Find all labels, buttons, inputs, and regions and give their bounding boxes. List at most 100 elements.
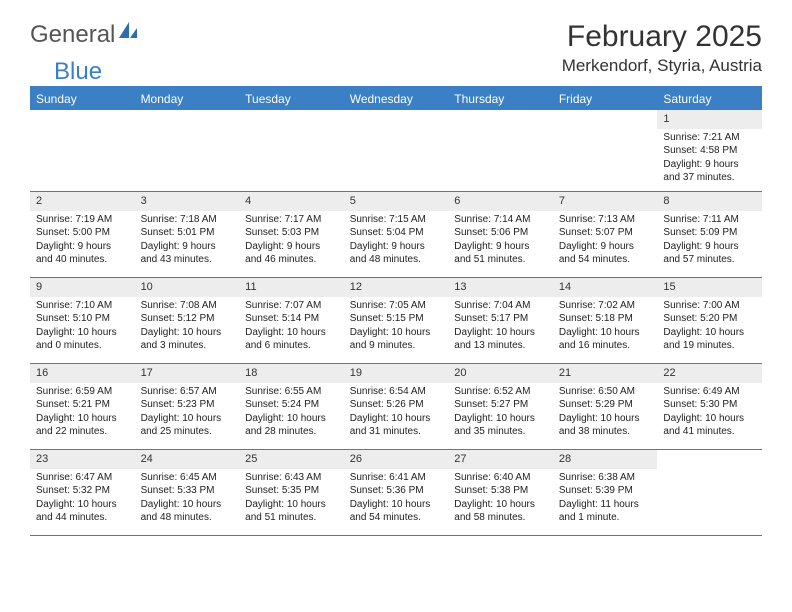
- day-details: Sunrise: 7:18 AMSunset: 5:01 PMDaylight:…: [135, 211, 240, 271]
- day-details: Sunrise: 7:04 AMSunset: 5:17 PMDaylight:…: [448, 297, 553, 357]
- day-number: 25: [239, 450, 344, 469]
- detail-line: Sunrise: 7:21 AM: [663, 131, 756, 145]
- detail-line: Sunset: 5:04 PM: [350, 226, 443, 240]
- detail-line: and 48 minutes.: [350, 253, 443, 267]
- weekday-label: Tuesday: [239, 88, 344, 110]
- calendar: Sunday Monday Tuesday Wednesday Thursday…: [30, 86, 762, 536]
- day-details: [30, 125, 135, 131]
- calendar-cell: 22Sunrise: 6:49 AMSunset: 5:30 PMDayligh…: [657, 364, 762, 450]
- day-number: [30, 110, 135, 125]
- calendar-cell: 24Sunrise: 6:45 AMSunset: 5:33 PMDayligh…: [135, 450, 240, 536]
- calendar-cell: 13Sunrise: 7:04 AMSunset: 5:17 PMDayligh…: [448, 278, 553, 364]
- day-details: Sunrise: 6:55 AMSunset: 5:24 PMDaylight:…: [239, 383, 344, 443]
- detail-line: Sunrise: 6:50 AM: [559, 385, 652, 399]
- day-details: [553, 125, 658, 131]
- day-details: Sunrise: 6:38 AMSunset: 5:39 PMDaylight:…: [553, 469, 658, 529]
- detail-line: Sunset: 5:30 PM: [663, 398, 756, 412]
- calendar-cell: 10Sunrise: 7:08 AMSunset: 5:12 PMDayligh…: [135, 278, 240, 364]
- calendar-cell: 12Sunrise: 7:05 AMSunset: 5:15 PMDayligh…: [344, 278, 449, 364]
- detail-line: Daylight: 9 hours: [141, 240, 234, 254]
- title-block: February 2025 Merkendorf, Styria, Austri…: [562, 20, 762, 76]
- detail-line: Sunrise: 7:14 AM: [454, 213, 547, 227]
- calendar-cell: 18Sunrise: 6:55 AMSunset: 5:24 PMDayligh…: [239, 364, 344, 450]
- detail-line: Daylight: 9 hours: [663, 158, 756, 172]
- day-number: 6: [448, 192, 553, 211]
- day-number: 7: [553, 192, 658, 211]
- detail-line: and 48 minutes.: [141, 511, 234, 525]
- detail-line: and 44 minutes.: [36, 511, 129, 525]
- detail-line: Sunset: 4:58 PM: [663, 144, 756, 158]
- calendar-cell: 23Sunrise: 6:47 AMSunset: 5:32 PMDayligh…: [30, 450, 135, 536]
- weekday-label: Saturday: [657, 88, 762, 110]
- day-details: Sunrise: 6:45 AMSunset: 5:33 PMDaylight:…: [135, 469, 240, 529]
- weekday-label: Friday: [553, 88, 658, 110]
- detail-line: and 6 minutes.: [245, 339, 338, 353]
- detail-line: Daylight: 9 hours: [245, 240, 338, 254]
- detail-line: Sunset: 5:07 PM: [559, 226, 652, 240]
- day-number: 11: [239, 278, 344, 297]
- detail-line: Daylight: 10 hours: [454, 498, 547, 512]
- detail-line: Sunrise: 6:47 AM: [36, 471, 129, 485]
- detail-line: Sunset: 5:24 PM: [245, 398, 338, 412]
- calendar-cell: [135, 110, 240, 192]
- detail-line: Sunrise: 7:10 AM: [36, 299, 129, 313]
- day-details: Sunrise: 7:15 AMSunset: 5:04 PMDaylight:…: [344, 211, 449, 271]
- day-details: Sunrise: 6:52 AMSunset: 5:27 PMDaylight:…: [448, 383, 553, 443]
- detail-line: and 0 minutes.: [36, 339, 129, 353]
- detail-line: Sunset: 5:26 PM: [350, 398, 443, 412]
- detail-line: Sunrise: 7:04 AM: [454, 299, 547, 313]
- day-details: Sunrise: 6:54 AMSunset: 5:26 PMDaylight:…: [344, 383, 449, 443]
- detail-line: Sunrise: 6:45 AM: [141, 471, 234, 485]
- calendar-cell: [239, 110, 344, 192]
- detail-line: Sunset: 5:36 PM: [350, 484, 443, 498]
- day-number: 4: [239, 192, 344, 211]
- detail-line: and 51 minutes.: [454, 253, 547, 267]
- day-number: 12: [344, 278, 449, 297]
- detail-line: Sunset: 5:32 PM: [36, 484, 129, 498]
- detail-line: Daylight: 10 hours: [36, 412, 129, 426]
- day-number: 24: [135, 450, 240, 469]
- detail-line: Sunset: 5:39 PM: [559, 484, 652, 498]
- day-details: [448, 125, 553, 131]
- day-details: Sunrise: 7:11 AMSunset: 5:09 PMDaylight:…: [657, 211, 762, 271]
- calendar-cell: 19Sunrise: 6:54 AMSunset: 5:26 PMDayligh…: [344, 364, 449, 450]
- detail-line: Sunrise: 6:38 AM: [559, 471, 652, 485]
- detail-line: Daylight: 11 hours: [559, 498, 652, 512]
- detail-line: Daylight: 10 hours: [36, 326, 129, 340]
- detail-line: and 38 minutes.: [559, 425, 652, 439]
- location-text: Merkendorf, Styria, Austria: [562, 56, 762, 76]
- detail-line: Sunset: 5:00 PM: [36, 226, 129, 240]
- detail-line: Daylight: 10 hours: [663, 326, 756, 340]
- detail-line: Daylight: 9 hours: [36, 240, 129, 254]
- detail-line: Daylight: 10 hours: [350, 498, 443, 512]
- detail-line: and 35 minutes.: [454, 425, 547, 439]
- calendar-cell: 4Sunrise: 7:17 AMSunset: 5:03 PMDaylight…: [239, 192, 344, 278]
- detail-line: Daylight: 10 hours: [454, 326, 547, 340]
- detail-line: Sunset: 5:01 PM: [141, 226, 234, 240]
- day-details: Sunrise: 7:10 AMSunset: 5:10 PMDaylight:…: [30, 297, 135, 357]
- day-details: [344, 125, 449, 131]
- detail-line: Daylight: 10 hours: [350, 412, 443, 426]
- calendar-cell: [30, 110, 135, 192]
- detail-line: Sunrise: 6:43 AM: [245, 471, 338, 485]
- detail-line: and 41 minutes.: [663, 425, 756, 439]
- detail-line: Sunrise: 6:57 AM: [141, 385, 234, 399]
- detail-line: Sunset: 5:14 PM: [245, 312, 338, 326]
- day-details: Sunrise: 7:08 AMSunset: 5:12 PMDaylight:…: [135, 297, 240, 357]
- detail-line: Sunset: 5:20 PM: [663, 312, 756, 326]
- day-details: Sunrise: 6:49 AMSunset: 5:30 PMDaylight:…: [657, 383, 762, 443]
- detail-line: Sunrise: 6:41 AM: [350, 471, 443, 485]
- weekday-label: Thursday: [448, 88, 553, 110]
- day-number: 20: [448, 364, 553, 383]
- calendar-cell: [448, 110, 553, 192]
- day-details: Sunrise: 6:40 AMSunset: 5:38 PMDaylight:…: [448, 469, 553, 529]
- detail-line: Daylight: 10 hours: [559, 326, 652, 340]
- day-number: [344, 110, 449, 125]
- detail-line: and 58 minutes.: [454, 511, 547, 525]
- day-number: 10: [135, 278, 240, 297]
- day-number: 22: [657, 364, 762, 383]
- weekday-label: Sunday: [30, 88, 135, 110]
- detail-line: Daylight: 10 hours: [36, 498, 129, 512]
- detail-line: Sunset: 5:38 PM: [454, 484, 547, 498]
- detail-line: Sunrise: 7:02 AM: [559, 299, 652, 313]
